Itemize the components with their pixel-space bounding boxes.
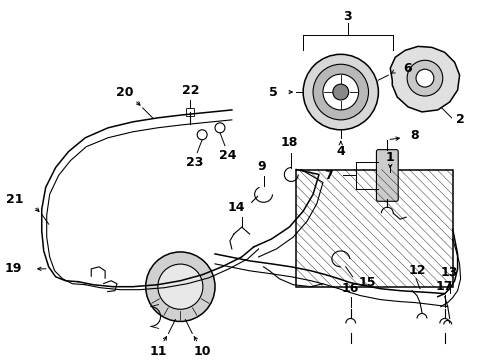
Text: 9: 9 <box>257 160 266 173</box>
Circle shape <box>313 64 368 120</box>
Circle shape <box>158 264 203 309</box>
Text: 11: 11 <box>150 345 168 358</box>
Circle shape <box>215 123 225 133</box>
Text: 17: 17 <box>436 280 454 293</box>
Text: 13: 13 <box>441 266 458 279</box>
Text: 2: 2 <box>456 113 465 126</box>
Circle shape <box>323 74 359 110</box>
Circle shape <box>333 84 349 100</box>
Circle shape <box>303 54 378 130</box>
Text: 6: 6 <box>403 62 412 75</box>
Text: 8: 8 <box>410 129 419 142</box>
Text: 23: 23 <box>186 156 203 169</box>
Text: 7: 7 <box>324 169 333 182</box>
Text: 4: 4 <box>337 145 345 158</box>
Text: 12: 12 <box>408 264 426 277</box>
Text: 5: 5 <box>269 86 278 99</box>
Polygon shape <box>391 46 460 112</box>
Text: 3: 3 <box>343 10 352 23</box>
Circle shape <box>197 130 207 140</box>
Text: 22: 22 <box>181 84 199 96</box>
FancyBboxPatch shape <box>376 150 398 201</box>
Bar <box>296 170 453 287</box>
Circle shape <box>416 69 434 87</box>
Text: 16: 16 <box>342 282 359 295</box>
Text: 20: 20 <box>116 86 134 99</box>
Text: 14: 14 <box>228 201 245 214</box>
Bar <box>186 108 194 116</box>
Text: 15: 15 <box>359 276 376 289</box>
Text: 24: 24 <box>219 149 237 162</box>
Text: 10: 10 <box>194 345 211 358</box>
Circle shape <box>146 252 215 321</box>
Text: 19: 19 <box>4 262 22 275</box>
Text: 18: 18 <box>281 136 298 149</box>
Text: 21: 21 <box>6 193 24 206</box>
Text: 1: 1 <box>386 151 394 164</box>
Circle shape <box>407 60 443 96</box>
